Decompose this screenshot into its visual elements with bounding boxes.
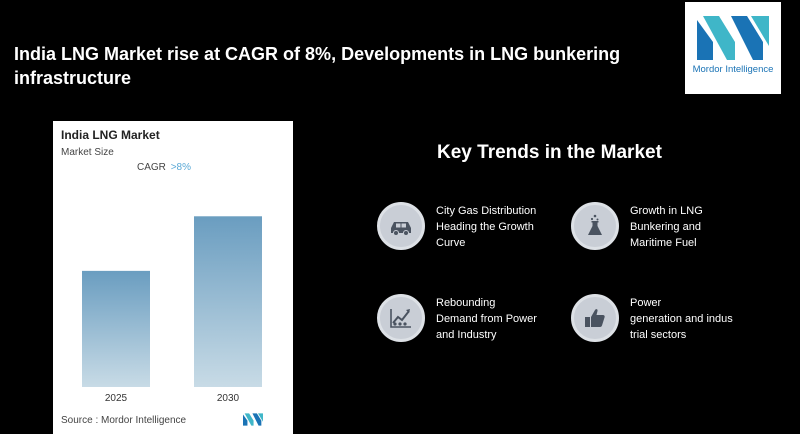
headline: India LNG Market rise at CAGR of 8%, Dev… [14, 44, 621, 88]
trends-title: Key Trends in the Market [437, 142, 662, 163]
bar-2025 [82, 270, 150, 387]
source-text: Source : Mordor Intelligence [61, 415, 187, 426]
card-subtitle: Market Size [61, 147, 114, 158]
bar-2030 [194, 216, 262, 387]
source-logo-icon [243, 413, 263, 426]
tick-label-2030: 2030 [217, 393, 240, 404]
mordor-logo-icon [697, 16, 769, 60]
tick-label-2025: 2025 [105, 393, 128, 404]
trend-3-text: Rebounding Demand from Power and Industr… [436, 297, 537, 341]
thumbs-up-icon [571, 294, 619, 342]
bar-chart: 2025 2030 [82, 216, 262, 404]
flask-icon [571, 202, 619, 250]
trend-1-text: City Gas Distribution Heading the Growth… [436, 205, 537, 249]
growth-chart-icon [377, 294, 425, 342]
cagr-value: >8% [170, 162, 191, 173]
trend-2-text: Growth in LNG Bunkering and Maritime Fue… [630, 205, 703, 249]
cagr-label: CAGR >8% [137, 162, 191, 173]
trend-4-text: Power generation and indus trial sectors [630, 297, 733, 341]
mordor-logo: Mordor Intelligence [685, 2, 781, 94]
cagr-text: CAGR [137, 162, 166, 173]
car-icon [377, 202, 425, 250]
market-size-card: India LNG Market Market Size CAGR >8% 20… [53, 121, 293, 434]
card-title: India LNG Market [61, 128, 160, 142]
logo-text: Mordor Intelligence [692, 64, 774, 75]
